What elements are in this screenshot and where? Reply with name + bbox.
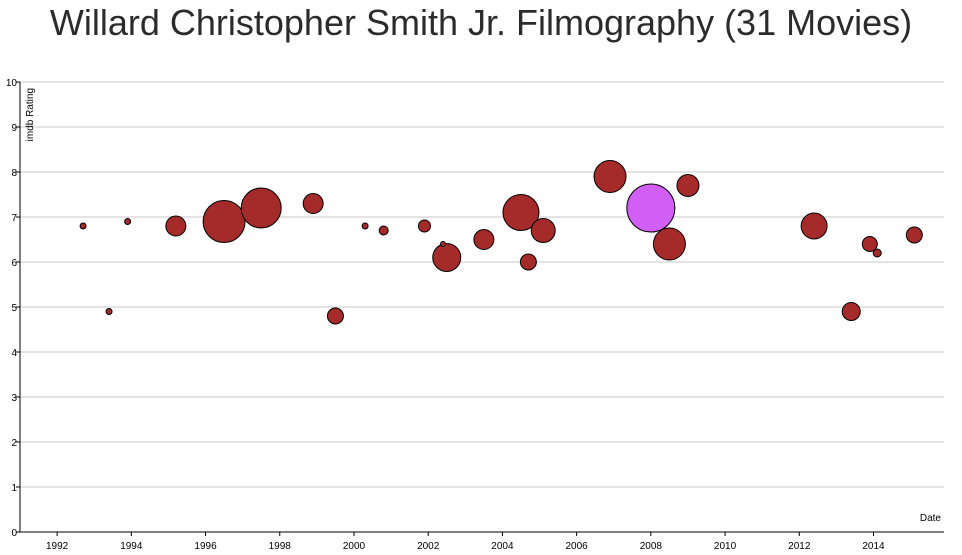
data-point[interactable]: [165, 215, 187, 237]
y-tick-label: 10: [6, 78, 18, 89]
data-point[interactable]: [652, 227, 686, 261]
data-point[interactable]: [361, 222, 369, 230]
data-point[interactable]: [841, 302, 861, 321]
data-point[interactable]: [872, 248, 882, 258]
x-tick-label: 2002: [417, 541, 440, 552]
data-point[interactable]: [79, 222, 87, 230]
x-tick-label: 2006: [566, 541, 589, 552]
y-tick-label: 2: [11, 438, 17, 449]
data-point-highlighted[interactable]: [626, 183, 676, 233]
chart-title: Willard Christopher Smith Jr. Filmograph…: [49, 2, 913, 43]
x-tick-label: 2008: [640, 541, 663, 552]
data-point[interactable]: [905, 226, 923, 244]
x-tick-label: 1996: [194, 541, 217, 552]
x-tick-label: 1992: [46, 541, 69, 552]
data-point[interactable]: [202, 200, 246, 243]
x-tick-label: 2012: [788, 541, 811, 552]
y-tick-label: 4: [11, 348, 17, 359]
data-point[interactable]: [861, 236, 878, 252]
data-point[interactable]: [530, 218, 556, 243]
y-tick-label: 1: [11, 483, 17, 494]
data-point[interactable]: [105, 308, 113, 315]
data-point[interactable]: [417, 219, 431, 233]
y-tick-label: 0: [11, 528, 17, 539]
data-point[interactable]: [326, 307, 344, 325]
data-point[interactable]: [502, 194, 540, 231]
data-point[interactable]: [124, 218, 132, 225]
data-point[interactable]: [519, 253, 537, 271]
x-tick-labels: 1992 1994 1996 1998 2000 2002 2004 2006 2008 2010…: [46, 532, 885, 552]
grid-lines: [20, 81, 944, 488]
x-tick-label: 2014: [862, 541, 885, 552]
y-tick-label: 8: [11, 168, 17, 179]
y-tick-label: 6: [11, 258, 17, 269]
x-tick-label: 2004: [491, 541, 514, 552]
data-point[interactable]: [432, 243, 462, 272]
data-point[interactable]: [473, 229, 495, 250]
data-point[interactable]: [800, 212, 828, 240]
data-point[interactable]: [302, 193, 324, 214]
data-point[interactable]: [440, 241, 447, 247]
y-tick-labels: 0 1 2 3 4 5 6 7 8 9 10: [6, 78, 20, 539]
data-point[interactable]: [378, 225, 389, 236]
y-tick-label: 9: [11, 123, 17, 134]
y-tick-label: 5: [11, 303, 17, 314]
y-axis-label: imdb Rating: [25, 88, 36, 141]
data-point[interactable]: [593, 160, 627, 193]
x-tick-label: 2000: [343, 541, 366, 552]
data-point[interactable]: [676, 174, 700, 197]
x-tick-label: 2010: [714, 541, 737, 552]
data-points: [79, 160, 923, 325]
x-tick-label: 1998: [269, 541, 292, 552]
y-tick-label: 7: [11, 213, 17, 224]
data-point[interactable]: [240, 187, 282, 229]
x-tick-label: 1994: [120, 541, 143, 552]
x-axis-label: Date: [920, 513, 942, 524]
y-tick-label: 3: [11, 393, 17, 404]
